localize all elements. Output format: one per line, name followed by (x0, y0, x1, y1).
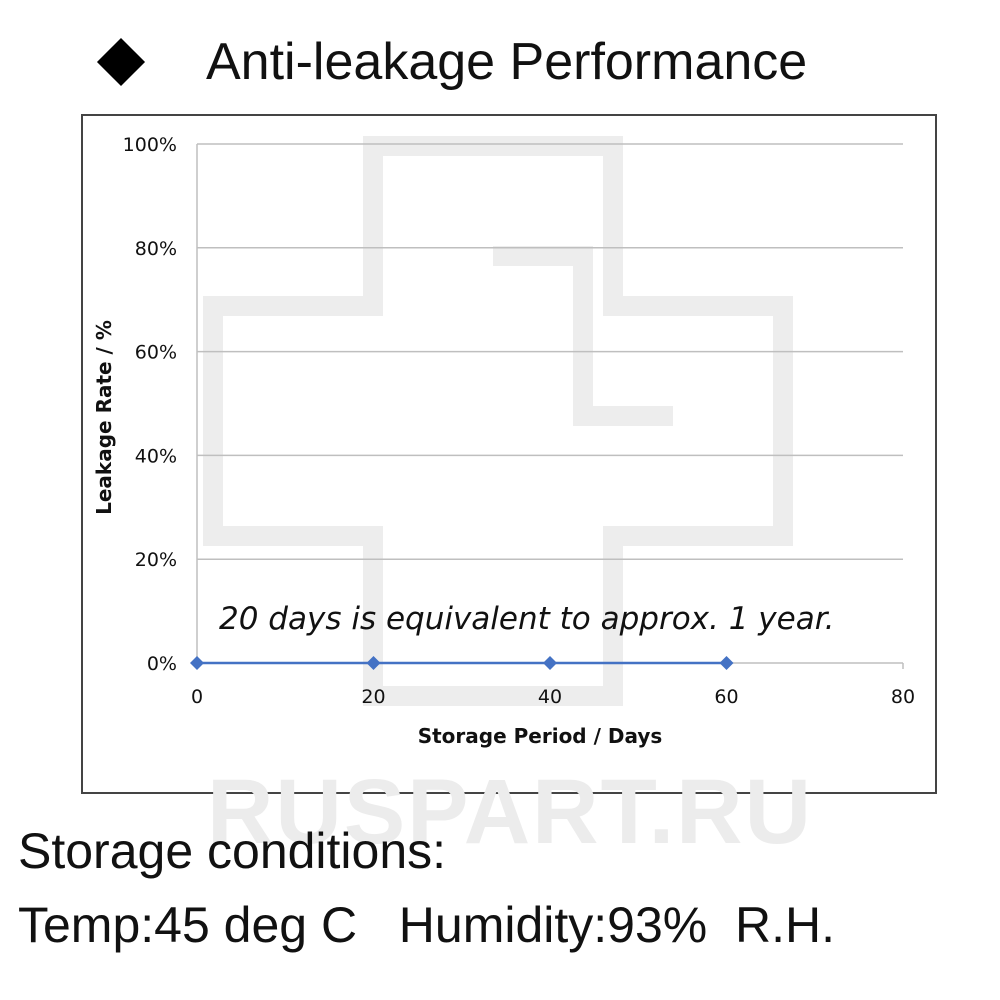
y-axis-label: Leakage Rate / % (92, 320, 116, 515)
x-tick-label-0: 0 (191, 686, 203, 708)
chart-frame: 0% 20% 40% 60% 80% 100% 0 20 40 60 80 Storage Peri… (81, 114, 937, 794)
x-tick-label-4: 80 (891, 686, 915, 708)
diamond-bullet-icon (96, 37, 146, 87)
storage-conditions-title: Storage conditions: (18, 823, 447, 879)
data-point-1 (366, 656, 381, 670)
cross-inner-shape (493, 246, 673, 426)
chart-heading: Anti-leakage Performance (92, 22, 807, 102)
data-point-3 (719, 656, 734, 670)
x-tick-label-2: 40 (538, 686, 562, 708)
y-tick-label-1: 20% (135, 549, 177, 571)
rh-unit: R.H. (735, 897, 836, 953)
chart-title: Anti-leakage Performance (206, 33, 808, 91)
humidity-value: Humidity:93% (398, 897, 708, 953)
watermark-text: RUSPART.RU (206, 761, 814, 863)
x-tick-label-1: 20 (361, 686, 385, 708)
y-tick-label-5: 100% (123, 134, 177, 156)
x-tick-label-3: 60 (714, 686, 738, 708)
temperature-value: Temp:45 deg C (18, 897, 358, 953)
storage-conditions-values: Temp:45 deg C Humidity:93% R.H. (18, 896, 835, 954)
y-tick-label-3: 60% (135, 342, 177, 364)
y-tick-label-4: 80% (135, 238, 177, 260)
y-tick-label-0: 0% (147, 653, 177, 675)
line-chart: 0% 20% 40% 60% 80% 100% 0 20 40 60 80 Storage Peri… (92, 134, 915, 748)
data-point-0 (190, 656, 204, 670)
chart-annotation: 20 days is equivalent to approx. 1 year. (219, 601, 834, 637)
x-axis-label: Storage Period / Days (418, 724, 663, 748)
cross-outer-shape (203, 136, 793, 706)
cross-watermark-icon (203, 136, 793, 706)
data-point-2 (543, 656, 557, 670)
y-tick-label-2: 40% (135, 445, 177, 467)
